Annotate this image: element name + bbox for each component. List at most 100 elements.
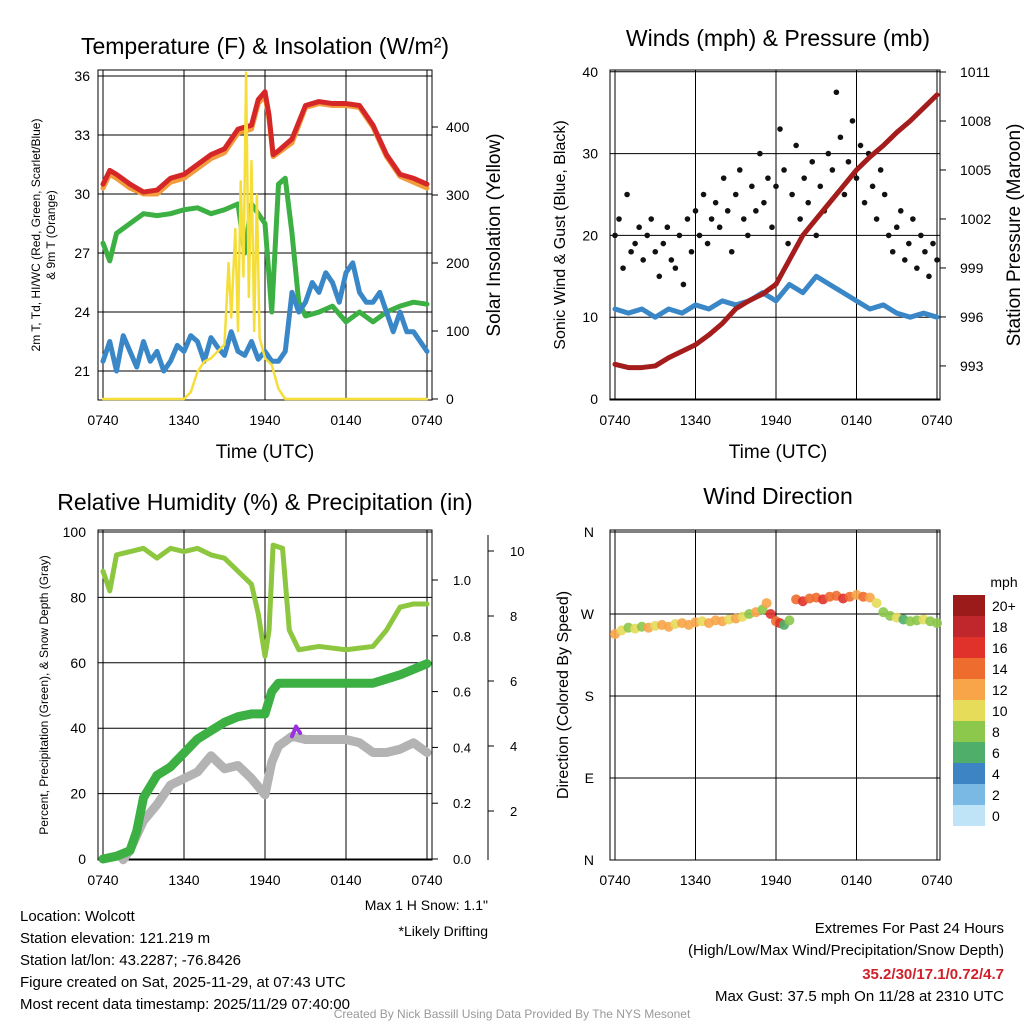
gust-point (881, 191, 888, 198)
legend-label: 2 (992, 787, 1000, 803)
gust-point (930, 240, 936, 247)
precip-ytick: 0.2 (453, 796, 471, 811)
gust-point (757, 150, 763, 157)
gust-point (672, 265, 679, 271)
rh-chart-title: Relative Humidity (%) & Precipitation (i… (57, 489, 472, 515)
snow-depth-line (118, 731, 432, 865)
gust-point (704, 240, 711, 247)
legend-label: 20+ (992, 598, 1016, 614)
gust-point (648, 216, 655, 222)
gust-point (700, 191, 707, 198)
rh-ytick: 100 (63, 524, 87, 540)
sustained-wind-line (612, 273, 940, 320)
gust-point (853, 175, 860, 181)
elevation-text: Station elevation: 121.219 m (20, 930, 211, 947)
gust-point (837, 134, 844, 141)
gust-point (785, 240, 791, 247)
wind-direction-point (871, 598, 882, 609)
credit-text: Created By Nick Bassill Using Data Provi… (333, 1007, 691, 1021)
insolation-ytick: 300 (446, 187, 470, 203)
legend-label: 10 (992, 703, 1008, 719)
series-insolation (101, 71, 429, 401)
gust-point (829, 167, 836, 173)
gust-point (749, 183, 755, 190)
gust-point (688, 248, 695, 255)
winds-ytick: 40 (582, 64, 598, 80)
insolation-ytick: 0 (446, 391, 454, 407)
legend-swatch (953, 637, 985, 658)
gust-point (668, 257, 675, 263)
rh-xtick: 0740 (87, 872, 118, 888)
max-snow-label: Max 1 H Snow: 1.1" (365, 897, 488, 913)
legend-swatch (953, 679, 985, 700)
precip-ytick: 0.8 (453, 629, 471, 644)
winds-ytick: 20 (582, 227, 598, 243)
gust-point (789, 191, 795, 198)
gust-point (769, 224, 775, 231)
gust-point (797, 216, 803, 222)
rh-xtick: 0140 (330, 872, 361, 888)
wdir-frame (609, 529, 941, 861)
wdir-xtick: 0740 (599, 872, 630, 888)
precip-ytick: 1.0 (453, 573, 471, 588)
recent-timestamp-text: Most recent data timestamp: 2025/11/29 0… (20, 996, 350, 1013)
rh-ytick: 0 (78, 851, 86, 867)
legend-title: mph (990, 574, 1017, 590)
gust-point (612, 232, 618, 239)
gust-point (805, 199, 811, 206)
gust-point (676, 232, 683, 239)
gust-point (753, 208, 759, 214)
winds-xlabel: Time (UTC) (729, 442, 828, 463)
temp-ytick: 21 (74, 363, 90, 379)
series-2m-t (100, 89, 430, 195)
temp-ytick: 24 (74, 304, 90, 320)
series-wc (100, 260, 430, 374)
gust-point (644, 232, 650, 239)
legend-label: 0 (992, 808, 1000, 824)
wdir-ytick: N (584, 852, 594, 868)
pressure-ytick: 1005 (960, 162, 991, 178)
gust-point (809, 158, 816, 165)
created-text: Figure created on Sat, 2025-11-29, at 07… (20, 974, 346, 991)
legend-swatch (953, 595, 985, 616)
precip-ytick: 0.0 (453, 852, 471, 867)
snow-ytick: 2 (510, 804, 517, 819)
temp-ytick: 36 (74, 68, 90, 84)
legend-swatch (953, 805, 985, 826)
pressure-ytick: 1002 (960, 211, 991, 227)
temp-ytick: 33 (74, 127, 90, 143)
temp-ylabel: 2m T, Td, HI/WC (Red, Green, Scarlet/Blu… (29, 119, 43, 352)
gust-point (745, 232, 751, 239)
gust-point (893, 224, 900, 231)
gust-point (918, 232, 924, 239)
gust-point (910, 216, 916, 222)
wind-direction-point (761, 598, 772, 609)
legend-label: 12 (992, 682, 1008, 698)
gust-point (696, 232, 703, 239)
gust-point (906, 240, 912, 247)
wdir-ytick: W (581, 606, 595, 622)
pressure-ylabel: Station Pressure (Maroon) (1004, 124, 1024, 347)
wdir-ylabel: Direction (Colored By Speed) (555, 591, 572, 799)
gust-point (620, 265, 626, 271)
insolation-ytick: 400 (446, 119, 470, 135)
legend-swatch (953, 784, 985, 805)
gust-point (712, 199, 719, 206)
insolation-ytick: 200 (446, 255, 470, 271)
legend-swatch (953, 721, 985, 742)
legend-label: 18 (992, 619, 1008, 635)
gust-point (624, 191, 630, 198)
rh-ytick: 40 (70, 720, 86, 736)
wdir-ytick: E (585, 770, 594, 786)
legend-label: 4 (992, 766, 1000, 782)
pressure-ytick: 1011 (960, 64, 990, 80)
temp-ytick: 30 (74, 186, 90, 202)
wind-direction-point (765, 609, 776, 619)
wdir-ytick: N (584, 524, 594, 540)
temp-ylabel2: & 9m T (Orange) (44, 190, 58, 280)
winds-xtick: 0740 (599, 412, 630, 428)
legend-label: 6 (992, 745, 1000, 761)
rh-xtick: 1340 (168, 872, 199, 888)
legend-label: 16 (992, 640, 1008, 656)
gust-point (720, 175, 727, 181)
